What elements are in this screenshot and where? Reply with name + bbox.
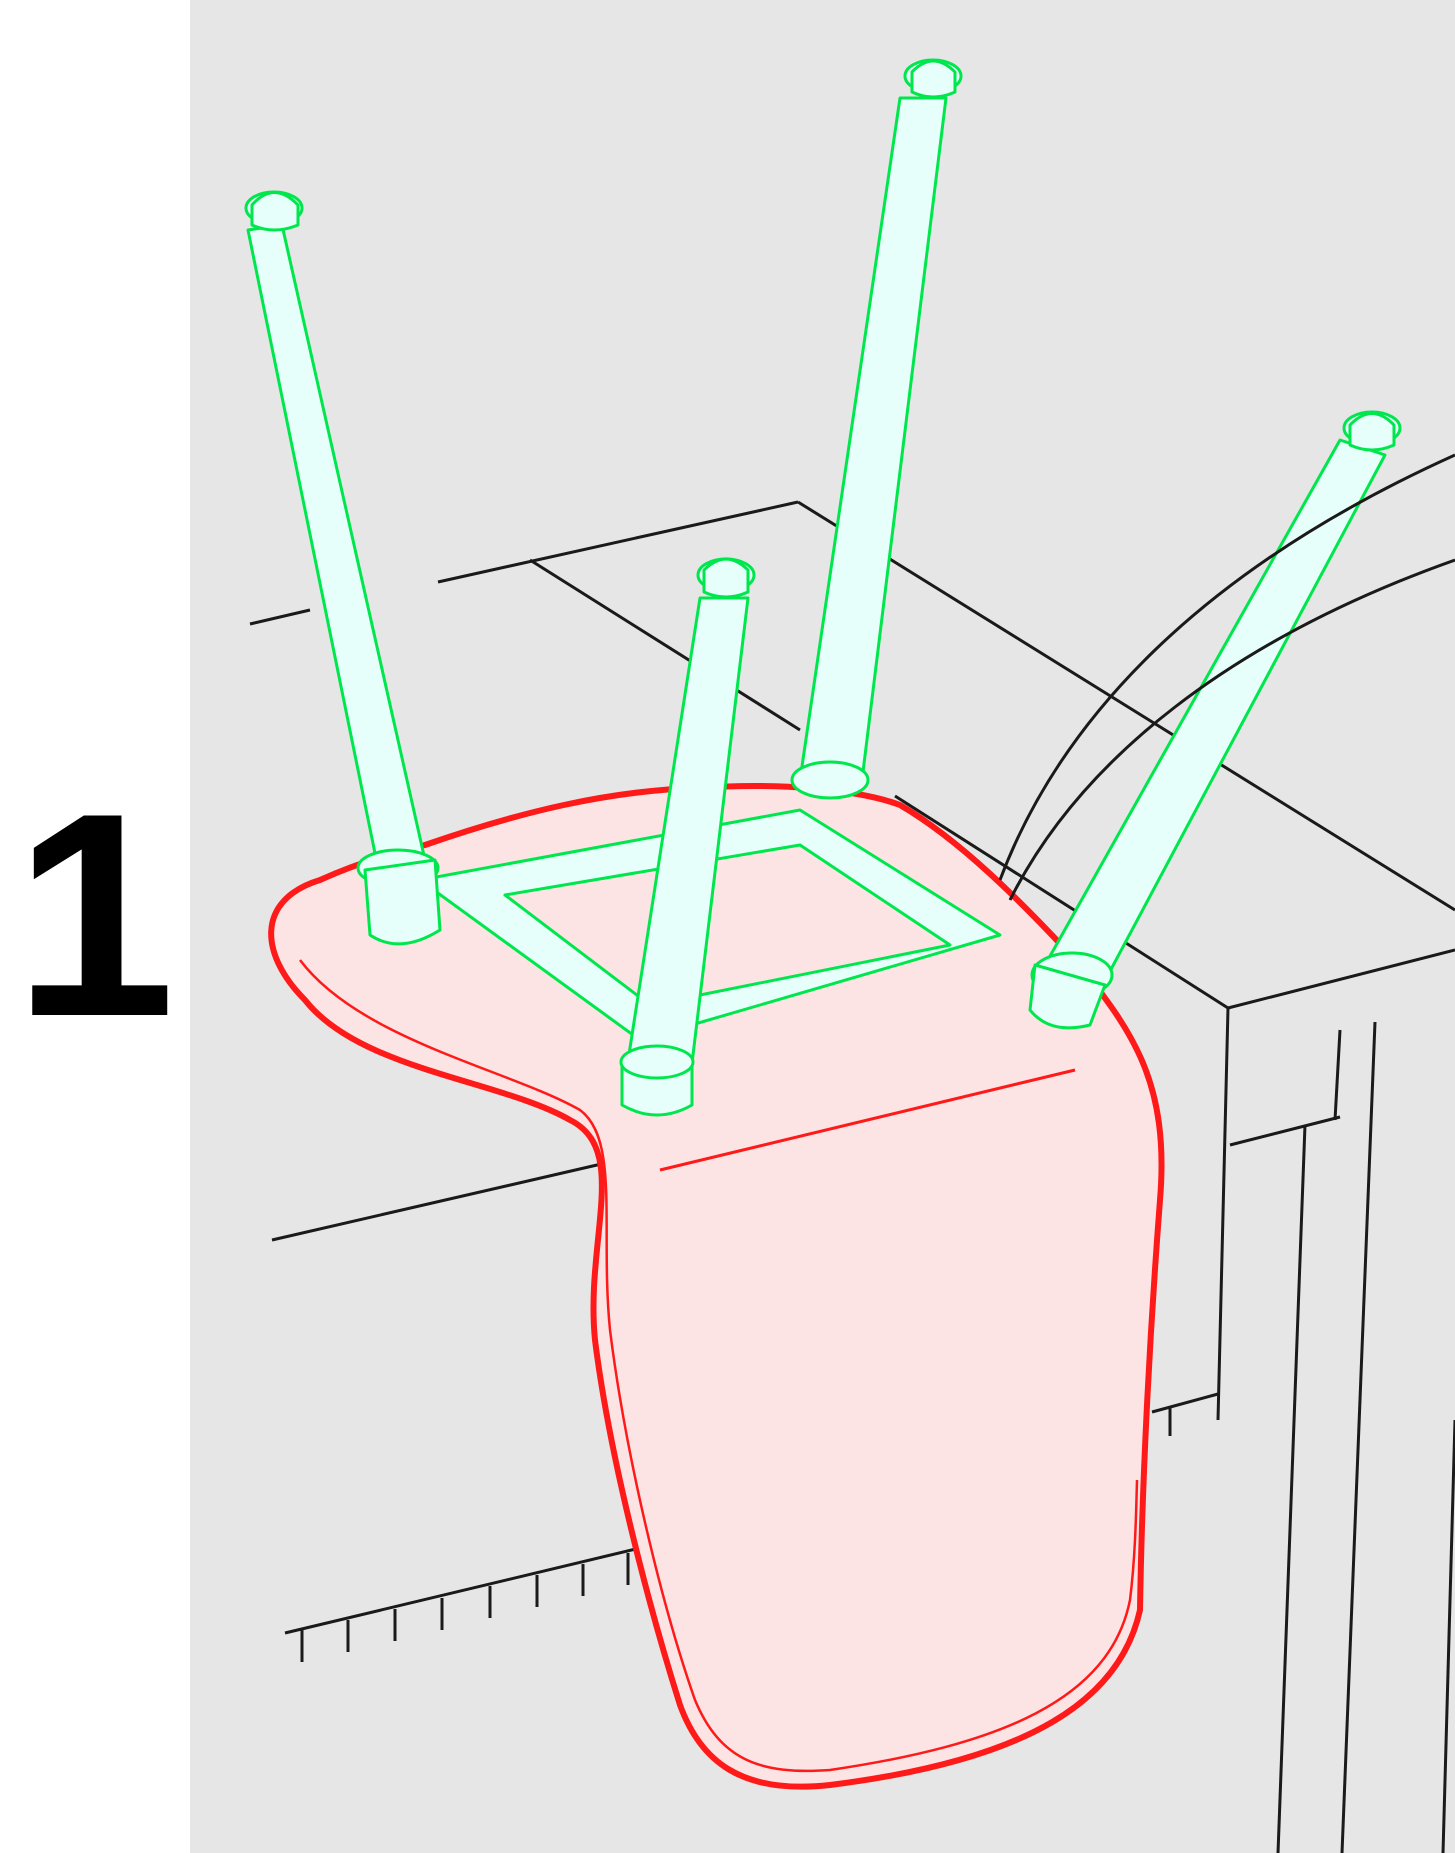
- leg-front-center: [619, 557, 756, 1117]
- socket-back-left: [363, 858, 442, 946]
- chair-leg-frame-icon: [244, 58, 1402, 1117]
- seat-shell-body: [268, 783, 1165, 1790]
- leg-back-right: [790, 58, 963, 800]
- rug-fringe-icon: [284, 1408, 1172, 1662]
- chair-seat-shell-icon: [268, 783, 1165, 1790]
- step-number: 1: [14, 753, 176, 1077]
- seat-shell-inner-rim: [299, 959, 1139, 1773]
- socket-front-right: [1028, 963, 1107, 1030]
- cord-icon: [998, 453, 1455, 901]
- seat-shell-crease: [659, 1068, 1076, 1172]
- table-icon: [249, 500, 1455, 1853]
